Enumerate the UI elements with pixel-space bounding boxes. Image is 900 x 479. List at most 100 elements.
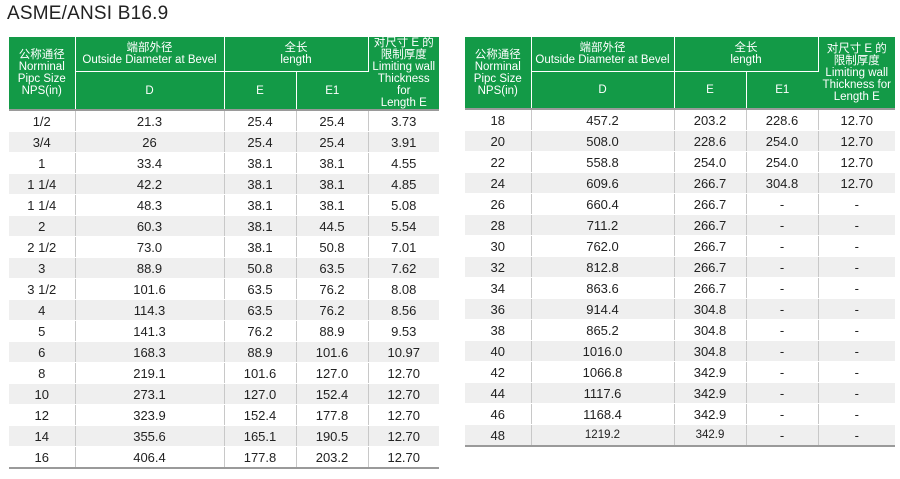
- cell-limiting-wall: -: [818, 340, 895, 362]
- cell-limiting-wall: 12.70: [368, 446, 439, 469]
- cell-e: 342.9: [674, 382, 747, 404]
- table-row: 2 1/2 73.0 38.1 50.8 7.01: [9, 236, 439, 258]
- cell-e: 38.1: [224, 215, 297, 237]
- table-row: 28 711.2 266.7- -: [465, 214, 895, 236]
- cell-d: 219.1: [75, 362, 225, 384]
- header-limiting-wall: 对尺寸 E 的 限制厚度 Limiting wall Thickness for…: [818, 37, 895, 110]
- table-row: 40 1016.0 304.8- -: [465, 340, 895, 362]
- table-body-right: 18 457.2 203.2 228.6 12.70 20 508.0 228.6 254.0 1…: [465, 108, 895, 447]
- table-body-left: 1/2 21.3 25.4 25.4 3.73 3/4 26 25.4 25.4 3.91 1 33.…: [9, 109, 439, 469]
- cell-e1: -: [746, 193, 819, 215]
- cell-e: 38.1: [224, 194, 297, 216]
- cell-limiting-wall: 8.56: [368, 299, 439, 321]
- cell-limiting-wall: -: [818, 235, 895, 257]
- table-row: 5 141.3 76.2 88.9 9.53: [9, 320, 439, 342]
- cell-d: 60.3: [75, 215, 225, 237]
- header-d: D: [75, 71, 225, 111]
- table-row: 44 1117.6 342.9- -: [465, 382, 895, 404]
- cell-d: 114.3: [75, 299, 225, 321]
- cell-e: 342.9: [674, 361, 747, 383]
- cell-nps: 8: [9, 362, 76, 384]
- header-e1: E1: [296, 71, 368, 111]
- cell-nps: 3/4: [9, 131, 76, 153]
- table-row: 1/2 21.3 25.4 25.4 3.73: [9, 109, 439, 132]
- cell-e: 304.8: [674, 340, 747, 362]
- header-length: 全长 length: [674, 37, 819, 72]
- cell-e: 266.7: [674, 214, 747, 236]
- cell-limiting-wall: 4.55: [368, 152, 439, 174]
- cell-d: 141.3: [75, 320, 225, 342]
- cell-d: 168.3: [75, 341, 225, 363]
- cell-e: 63.5: [224, 299, 297, 321]
- cell-nps: 14: [9, 425, 76, 447]
- table-row: 30 762.0 266.7- -: [465, 235, 895, 257]
- cell-d: 101.6: [75, 278, 225, 300]
- cell-e1: 25.4: [296, 131, 369, 153]
- cell-limiting-wall: -: [818, 256, 895, 278]
- cell-e: 342.9: [674, 403, 747, 425]
- cell-d: 1016.0: [531, 340, 675, 362]
- table-row: 24 609.6 266.7 304.8 12.70: [465, 172, 895, 194]
- cell-e1: 76.2: [296, 278, 369, 300]
- cell-e1: 177.8: [296, 404, 369, 426]
- cell-limiting-wall: -: [818, 298, 895, 320]
- cell-limiting-wall: -: [818, 193, 895, 215]
- cell-e1: 254.0: [746, 151, 819, 173]
- cell-e: 38.1: [224, 173, 297, 195]
- table-row: 6 168.3 88.9 101.6 10.97: [9, 341, 439, 363]
- cell-d: 660.4: [531, 193, 675, 215]
- cell-e1: 38.1: [296, 173, 369, 195]
- cell-e1: -: [746, 361, 819, 383]
- cell-d: 1117.6: [531, 382, 675, 404]
- cell-nps: 4: [9, 299, 76, 321]
- cell-e: 76.2: [224, 320, 297, 342]
- cell-limiting-wall: -: [818, 382, 895, 404]
- cell-d: 812.8: [531, 256, 675, 278]
- table-row: 16 406.4 177.8 203.2 12.70: [9, 446, 439, 469]
- cell-nps: 44: [465, 382, 532, 404]
- cell-e: 101.6: [224, 362, 297, 384]
- cell-d: 26: [75, 131, 225, 153]
- cell-d: 762.0: [531, 235, 675, 257]
- cell-e1: 304.8: [746, 172, 819, 194]
- cell-e: 25.4: [224, 131, 297, 153]
- cell-limiting-wall: 4.85: [368, 173, 439, 195]
- cell-d: 1219.2: [531, 424, 675, 447]
- cell-d: 609.6: [531, 172, 675, 194]
- header-e: E: [224, 71, 297, 111]
- cell-e1: -: [746, 298, 819, 320]
- cell-limiting-wall: 9.53: [368, 320, 439, 342]
- cell-e1: 50.8: [296, 236, 369, 258]
- cell-nps: 2: [9, 215, 76, 237]
- cell-e1: -: [746, 319, 819, 341]
- cell-limiting-wall: 3.73: [368, 109, 439, 132]
- table-row: 20 508.0 228.6 254.0 12.70: [465, 130, 895, 152]
- cell-e: 38.1: [224, 236, 297, 258]
- cell-nps: 10: [9, 383, 76, 405]
- cell-e: 266.7: [674, 172, 747, 194]
- cell-nps: 3: [9, 257, 76, 279]
- cell-nps: 6: [9, 341, 76, 363]
- cell-limiting-wall: 12.70: [818, 172, 895, 194]
- cell-d: 73.0: [75, 236, 225, 258]
- table-row: 18 457.2 203.2 228.6 12.70: [465, 108, 895, 131]
- cell-nps: 3 1/2: [9, 278, 76, 300]
- cell-nps: 22: [465, 151, 532, 173]
- cell-d: 914.4: [531, 298, 675, 320]
- cell-nps: 24: [465, 172, 532, 194]
- cell-e1: 38.1: [296, 194, 369, 216]
- cell-limiting-wall: 5.54: [368, 215, 439, 237]
- table-row: 3 1/2 101.6 63.5 76.2 8.08: [9, 278, 439, 300]
- cell-e1: 76.2: [296, 299, 369, 321]
- cell-nps: 34: [465, 277, 532, 299]
- cell-e1: -: [746, 403, 819, 425]
- header-e1: E1: [746, 71, 818, 110]
- cell-e1: -: [746, 277, 819, 299]
- cell-e: 203.2: [674, 108, 747, 131]
- cell-d: 1168.4: [531, 403, 675, 425]
- header-outside-diameter: 端部外径 Outside Diameter at Bevel: [75, 37, 225, 73]
- cell-e: 342.9: [674, 424, 747, 447]
- cell-nps: 30: [465, 235, 532, 257]
- cell-nps: 42: [465, 361, 532, 383]
- dimension-table-right: 公称通径 Norminal Pipc Size NPS(in) 端部外径 Out…: [465, 37, 895, 447]
